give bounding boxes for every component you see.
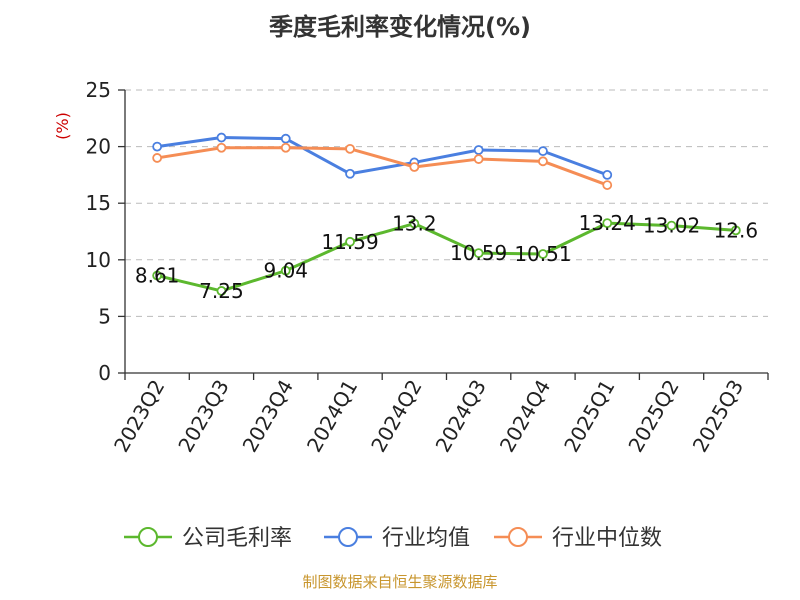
data-point-0-2	[280, 265, 291, 276]
series-line-0	[156, 221, 736, 293]
y-tick-label-25: 25	[86, 78, 111, 102]
data-label-2023Q4: 9.04	[263, 259, 308, 283]
x-tick-label-2025Q3: 2025Q3	[688, 376, 748, 457]
data-point-1-1	[216, 132, 227, 143]
x-tick-label-2023Q2: 2023Q2	[109, 376, 169, 457]
data-label-2024Q4: 10.51	[514, 242, 571, 266]
x-tick-label-2024Q3: 2024Q3	[431, 376, 491, 457]
x-tick-label-2023Q3: 2023Q3	[173, 376, 233, 457]
x-tick-label-2024Q1: 2024Q1	[302, 376, 362, 457]
data-point-0-0	[152, 270, 163, 281]
y-tick-label-5: 5	[98, 304, 111, 328]
data-point-1-0	[152, 141, 163, 152]
series-line-2	[156, 146, 608, 187]
data-point-1-7	[602, 169, 613, 180]
data-labels: 8.61 7.25 9.04 11.59 13.2 10.59 10.51 13.24 13.0…	[135, 211, 758, 303]
data-point-0-7	[602, 218, 613, 229]
data-point-1-3	[345, 168, 355, 179]
gridlines	[125, 89, 768, 317]
series-layer	[152, 132, 741, 296]
x-tick-label-2025Q2: 2025Q2	[623, 376, 683, 457]
data-point-0-9	[730, 225, 741, 236]
data-label-2025Q3: 12.6	[714, 218, 759, 242]
data-point-0-6	[538, 249, 548, 259]
data-point-2-7	[602, 180, 613, 190]
axes: 0 5 10 15 20 25 2023Q2 2023Q3 2023Q4 2024Q1 2024Q2…	[86, 78, 769, 457]
data-point-0-3	[345, 236, 355, 247]
y-tick-label-0: 0	[98, 361, 111, 385]
data-point-1-6	[538, 146, 548, 157]
data-point-2-5	[473, 154, 484, 164]
data-point-0-5	[473, 248, 484, 259]
series-line-1	[156, 136, 608, 177]
legend-label-0: 公司毛利率	[182, 526, 292, 551]
y-tick-label-10: 10	[86, 248, 111, 272]
x-tick-label-2023Q4: 2023Q4	[238, 376, 298, 457]
data-point-2-0	[152, 153, 163, 163]
data-point-2-6	[538, 156, 548, 167]
x-tick-label-2024Q2: 2024Q2	[366, 376, 426, 457]
legend-marker-1	[338, 527, 358, 547]
y-tick-label-20: 20	[86, 135, 111, 159]
chart-title: 季度毛利率变化情况(%)	[269, 13, 531, 41]
data-label-2023Q2: 8.61	[135, 264, 180, 288]
data-point-0-1	[216, 286, 227, 296]
data-point-1-2	[280, 133, 291, 144]
data-point-1-5	[473, 145, 484, 155]
legend-marker-0	[138, 527, 158, 547]
source-note: 制图数据来自恒生聚源数据库	[302, 573, 497, 591]
y-tick-label-15: 15	[86, 191, 111, 215]
x-tick-label-2025Q1: 2025Q1	[559, 376, 619, 457]
data-label-2025Q2: 13.02	[643, 214, 700, 238]
x-tick-label-2024Q4: 2024Q4	[495, 376, 555, 457]
data-label-2024Q2: 13.2	[392, 212, 437, 236]
data-point-2-1	[216, 142, 227, 153]
data-point-2-3	[345, 143, 355, 154]
data-label-2023Q3: 7.25	[199, 279, 244, 303]
data-point-0-4	[409, 218, 420, 229]
data-point-0-8	[666, 220, 677, 231]
data-label-2024Q3: 10.59	[450, 241, 507, 265]
legend-label-1: 行业均值	[382, 526, 470, 551]
data-label-2024Q1: 11.59	[321, 230, 378, 254]
legend-label-2: 行业中位数	[552, 526, 662, 551]
data-point-2-2	[280, 142, 291, 153]
data-label-2025Q1: 13.24	[579, 211, 636, 235]
data-point-2-4	[409, 162, 420, 172]
legend: 公司毛利率 行业均值 行业中位数	[124, 526, 662, 551]
legend-marker-2	[508, 527, 528, 547]
y-axis-unit-label: (%)	[53, 112, 72, 140]
